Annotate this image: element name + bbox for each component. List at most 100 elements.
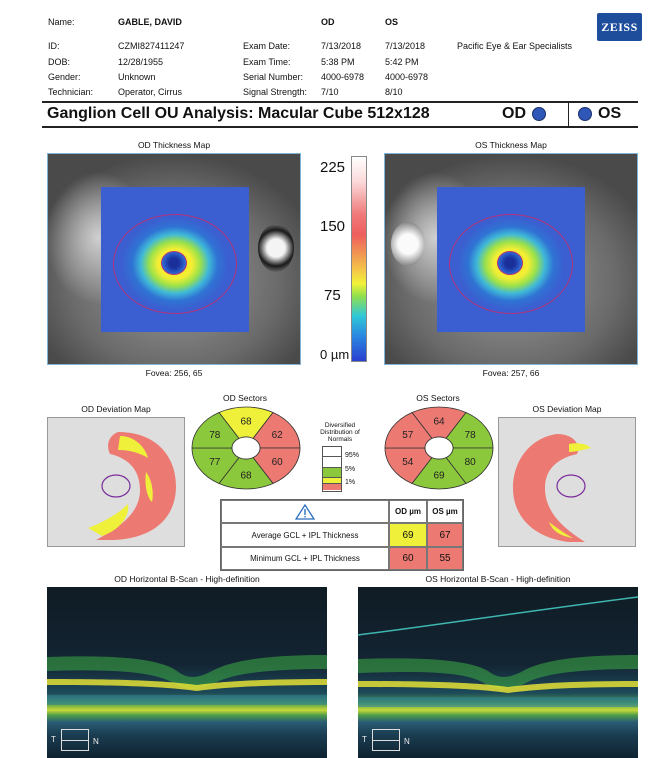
- od-bscan-image: T N: [47, 587, 327, 758]
- os-bscan-image: T N: [358, 587, 638, 758]
- od-axis-t: T: [51, 735, 56, 744]
- od-fovea: Fovea: 256, 65: [145, 368, 203, 378]
- os-outer-ellipse: [449, 214, 573, 314]
- table-cell-min-od: 60: [389, 547, 427, 570]
- od-thickness-map: [47, 153, 301, 365]
- serial-os: 4000-6978: [385, 72, 429, 82]
- exam-date-os: 7/13/2018: [385, 41, 426, 51]
- legend-swatch-yellow: [323, 478, 341, 484]
- od-deviation-yellow-region: [88, 436, 153, 536]
- od-thickness-overlay: [101, 187, 249, 332]
- scale-label-75: 75: [324, 287, 341, 304]
- od-outer-ellipse: [113, 214, 237, 314]
- od-deviation-map: [47, 417, 185, 547]
- os-scan-axis-line: [372, 740, 400, 741]
- od-bscan-svg: [47, 655, 327, 705]
- exam-time-od: 5:38 PM: [321, 57, 355, 67]
- serial-od: 4000-6978: [321, 72, 365, 82]
- od-thickness-title: OD Thickness Map: [137, 140, 211, 150]
- os-thickness-map: [384, 153, 638, 365]
- legend-1: 1%: [345, 479, 356, 486]
- patient-id: CZMI827411247: [118, 41, 185, 51]
- os-axis-n: N: [404, 737, 410, 746]
- legend-95: 95%: [345, 452, 360, 459]
- scale-label-225: 225: [320, 159, 346, 176]
- os-sector-value-bottom-right: 80: [465, 457, 477, 468]
- os-thickness-overlay: [437, 187, 585, 332]
- os-eye-icon: [578, 107, 592, 121]
- os-column-header: OS: [385, 17, 399, 27]
- exam-date-label: Exam Date:: [243, 41, 291, 51]
- table-header-os: OS µm: [427, 500, 463, 523]
- warning-triangle-icon: [295, 503, 315, 520]
- os-deviation-svg: [513, 434, 591, 542]
- os-sector-value-top: 64: [433, 417, 445, 428]
- os-deviation-title: OS Deviation Map: [532, 404, 602, 414]
- report-title: Ganglion Cell OU Analysis: Macular Cube …: [47, 105, 430, 122]
- od-scan-axis-line: [61, 740, 89, 741]
- exam-time-os: 5:42 PM: [385, 57, 419, 67]
- os-fovea: Fovea: 257, 66: [482, 368, 540, 378]
- scale-label-0: 0 µm: [320, 347, 350, 362]
- summary-table: OD µm OS µm Average GCL + IPL Thickness …: [220, 499, 464, 571]
- os-bscan-title: OS Horizontal B-Scan - High-definition: [425, 574, 571, 584]
- os-eye-tab: OS: [578, 105, 621, 123]
- exam-date-od: 7/13/2018: [321, 41, 362, 51]
- os-sectors-title: OS Sectors: [416, 393, 460, 403]
- scale-label-150: 150: [320, 218, 346, 235]
- os-bscan-svg: [358, 596, 638, 707]
- thickness-color-scale: [351, 156, 367, 362]
- od-sector-value-top-right: 62: [272, 430, 284, 441]
- od-deviation-red-region: [96, 432, 176, 540]
- os-sector-value-bottom: 69: [433, 471, 445, 482]
- dob-label: DOB:: [48, 57, 71, 67]
- os-deviation-red-region: [513, 434, 585, 542]
- practice-name: Pacific Eye & Ear Specialists: [457, 41, 573, 51]
- os-sector-value-top-left: 57: [402, 430, 414, 441]
- technician-value: Operator, Cirrus: [118, 87, 183, 97]
- legend-swatch-green: [323, 468, 341, 478]
- zeiss-logo: ZEISS: [597, 13, 642, 41]
- table-row-label: Average GCL + IPL Thickness: [221, 523, 389, 547]
- name-label: Name:: [48, 17, 75, 27]
- od-deviation-title: OD Deviation Map: [81, 404, 151, 414]
- legend-swatch-white-2: [323, 457, 341, 468]
- os-deviation-map: [498, 417, 636, 547]
- legend-swatch-white: [323, 447, 341, 457]
- od-optic-disc: [258, 224, 294, 272]
- signal-os: 8/10: [385, 87, 403, 97]
- os-inner-ellipse: [497, 251, 523, 275]
- id-label: ID:: [48, 41, 60, 51]
- legend-swatch-red: [323, 484, 341, 490]
- table-cell-avg-od: 69: [389, 523, 427, 547]
- od-eye-tab: OD: [502, 105, 546, 123]
- od-sector-value-top-left: 78: [209, 430, 221, 441]
- os-deviation-yellow-region: [549, 443, 591, 538]
- patient-gender: Unknown: [118, 72, 156, 82]
- od-inner-ellipse: [161, 251, 187, 275]
- od-deviation-ellipse: [101, 474, 131, 498]
- signal-od: 7/10: [321, 87, 339, 97]
- od-sectors-title: OD Sectors: [223, 393, 267, 403]
- od-sector-value-bottom: 68: [240, 471, 252, 482]
- os-sector-value-top-right: 78: [465, 430, 477, 441]
- eye-tab-divider: [568, 103, 569, 126]
- signal-label: Signal Strength:: [243, 87, 308, 97]
- os-sectors-chart: 64 78 80 69 54 57: [384, 406, 494, 490]
- legend-5: 5%: [345, 466, 356, 473]
- od-deviation-svg: [88, 432, 176, 540]
- title-bar: [42, 101, 638, 128]
- warning-cell: [221, 500, 389, 523]
- os-deviation-ellipse: [556, 474, 586, 498]
- table-cell-avg-os: 67: [427, 523, 463, 547]
- od-sector-value-top: 68: [240, 417, 252, 428]
- od-axis-n: N: [93, 737, 99, 746]
- legend-swatches: [322, 446, 342, 492]
- patient-dob: 12/28/1955: [118, 57, 164, 67]
- serial-label: Serial Number:: [243, 72, 304, 82]
- od-bscan-title: OD Horizontal B-Scan - High-definition: [114, 574, 260, 584]
- patient-name: GABLE, DAVID: [118, 17, 182, 27]
- table-cell-min-os: 55: [427, 547, 463, 570]
- os-optic-disc: [391, 222, 425, 266]
- os-sector-value-bottom-left: 54: [402, 457, 414, 468]
